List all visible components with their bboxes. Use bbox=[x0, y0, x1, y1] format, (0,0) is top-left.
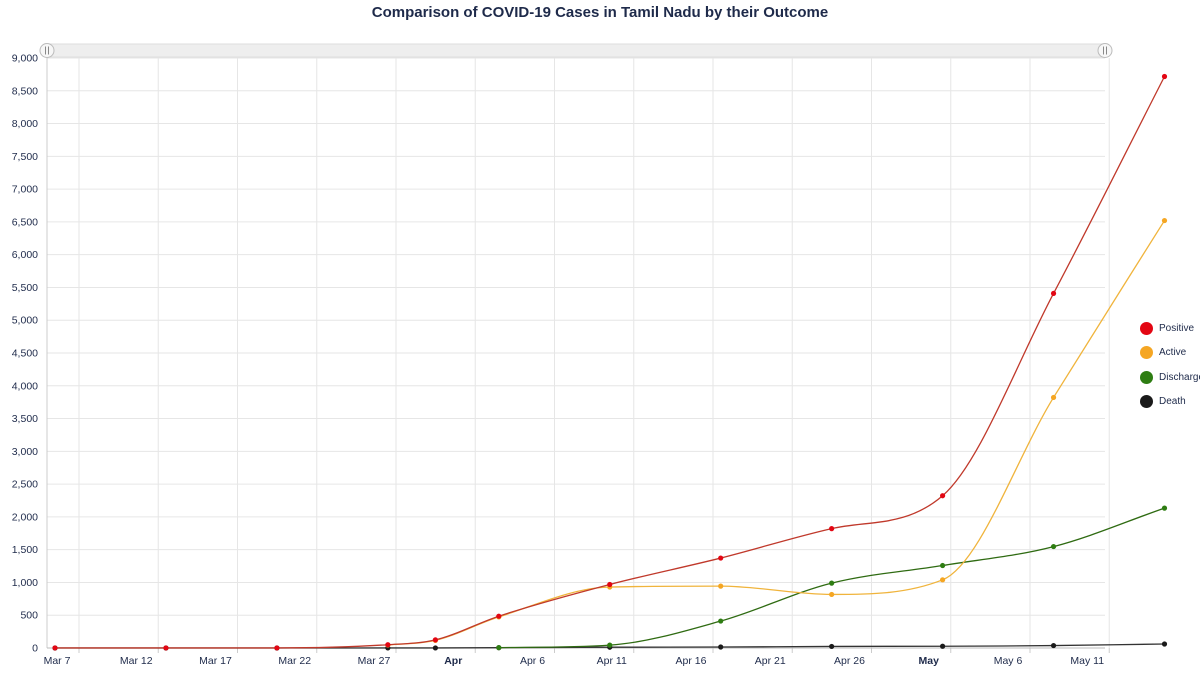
data-point-death[interactable] bbox=[1050, 642, 1057, 649]
x-tick-label: Apr 16 bbox=[676, 655, 707, 667]
x-tick-label: Mar 17 bbox=[199, 655, 232, 667]
y-tick-label: 8,000 bbox=[12, 118, 38, 130]
x-tick-label: Mar 7 bbox=[44, 655, 71, 667]
x-tick-label: Apr 6 bbox=[520, 655, 545, 667]
x-axis: Mar 7 Mar 12 Mar 17 Mar 22 Mar 27 Apr Apr 6 Apr… bbox=[44, 647, 1110, 667]
y-tick-label: 0 bbox=[32, 643, 38, 655]
legend-swatch-positive bbox=[1140, 321, 1153, 335]
x-tick-label: May bbox=[919, 655, 940, 667]
x-tick-label: Mar 12 bbox=[120, 655, 153, 667]
data-point-discharged[interactable] bbox=[829, 580, 835, 586]
series-line-positive[interactable] bbox=[55, 76, 1166, 649]
y-tick-label: 1,000 bbox=[12, 577, 38, 589]
y-tick-label: 4,500 bbox=[12, 348, 38, 360]
data-point-discharged[interactable] bbox=[607, 642, 613, 648]
y-tick-label: 8,500 bbox=[12, 85, 38, 97]
x-tick-label: Apr 11 bbox=[597, 655, 627, 667]
y-tick-label: 6,500 bbox=[12, 216, 38, 228]
range-navigator[interactable] bbox=[39, 43, 1113, 58]
data-point-active[interactable] bbox=[940, 577, 946, 583]
data-point-active[interactable] bbox=[829, 591, 835, 598]
y-tick-label: 1,500 bbox=[12, 544, 38, 556]
y-tick-label: 3,000 bbox=[12, 446, 38, 458]
y-tick-label: 3,500 bbox=[12, 413, 38, 425]
grid-lines bbox=[47, 57, 1110, 649]
data-point-positive[interactable] bbox=[163, 645, 169, 651]
legend-label: Positive bbox=[1159, 322, 1195, 334]
navigator-left-handle[interactable] bbox=[39, 43, 55, 58]
y-tick-label: 6,000 bbox=[12, 249, 38, 261]
legend-swatch-active bbox=[1140, 346, 1153, 360]
data-point-discharged[interactable] bbox=[1050, 543, 1057, 550]
series-positive[interactable] bbox=[52, 73, 1168, 651]
legend-item-death[interactable]: Death bbox=[1140, 390, 1200, 415]
y-tick-label: 9,000 bbox=[12, 53, 38, 65]
legend: Positive Active Discharged Death bbox=[1140, 316, 1200, 414]
data-point-death[interactable] bbox=[829, 643, 835, 650]
y-tick-label: 5,500 bbox=[12, 282, 38, 294]
data-point-positive[interactable] bbox=[940, 493, 946, 499]
x-tick-label: Apr 21 bbox=[755, 655, 786, 667]
y-tick-label: 500 bbox=[20, 610, 38, 622]
legend-item-positive[interactable]: Positive bbox=[1140, 316, 1200, 341]
data-point-positive[interactable] bbox=[829, 526, 835, 532]
x-tick-label: Mar 27 bbox=[358, 655, 391, 667]
legend-label: Discharged bbox=[1159, 371, 1200, 383]
data-point-discharged[interactable] bbox=[718, 618, 724, 624]
data-point-discharged[interactable] bbox=[1161, 505, 1168, 511]
data-point-discharged[interactable] bbox=[496, 645, 502, 651]
series-layer[interactable] bbox=[52, 73, 1168, 651]
data-point-active[interactable] bbox=[718, 583, 724, 589]
legend-swatch-death bbox=[1140, 395, 1153, 409]
data-point-positive[interactable] bbox=[1161, 73, 1168, 80]
data-point-positive[interactable] bbox=[718, 555, 724, 561]
legend-swatch-discharged bbox=[1140, 370, 1153, 384]
legend-item-discharged[interactable]: Discharged bbox=[1140, 365, 1200, 390]
navigator-right-handle[interactable] bbox=[1097, 43, 1113, 58]
data-point-discharged[interactable] bbox=[940, 562, 946, 569]
x-tick-label: Apr 26 bbox=[834, 655, 865, 667]
y-tick-label: 5,000 bbox=[12, 315, 38, 327]
y-tick-label: 7,500 bbox=[12, 151, 38, 163]
data-point-death[interactable] bbox=[1161, 641, 1168, 647]
x-tick-label: May 6 bbox=[994, 655, 1023, 667]
data-point-active[interactable] bbox=[1161, 217, 1168, 224]
series-active[interactable] bbox=[385, 217, 1168, 648]
data-point-active[interactable] bbox=[1050, 394, 1057, 401]
data-point-positive[interactable] bbox=[385, 642, 391, 648]
data-point-death[interactable] bbox=[940, 643, 946, 649]
data-point-positive[interactable] bbox=[607, 581, 613, 588]
data-point-death[interactable] bbox=[718, 644, 724, 650]
chart-title: Comparison of COVID-19 Cases in Tamil Na… bbox=[371, 4, 829, 21]
legend-item-active[interactable]: Active bbox=[1140, 341, 1200, 366]
navigator-track[interactable] bbox=[46, 43, 1106, 58]
data-point-positive[interactable] bbox=[274, 645, 280, 651]
data-point-positive[interactable] bbox=[1050, 290, 1057, 297]
x-tick-label: May 11 bbox=[1070, 655, 1104, 667]
series-discharged[interactable] bbox=[496, 505, 1168, 651]
series-line-active[interactable] bbox=[387, 220, 1166, 646]
y-tick-label: 7,000 bbox=[12, 184, 38, 196]
data-point-death[interactable] bbox=[432, 645, 438, 651]
data-point-positive[interactable] bbox=[52, 645, 58, 651]
data-point-positive[interactable] bbox=[432, 637, 438, 643]
y-tick-label: 2,000 bbox=[12, 511, 38, 523]
legend-label: Active bbox=[1159, 347, 1187, 359]
x-tick-label: Apr bbox=[444, 655, 462, 667]
x-tick-label: Mar 22 bbox=[278, 655, 311, 667]
y-tick-label: 4,000 bbox=[12, 380, 38, 392]
legend-label: Death bbox=[1159, 396, 1186, 408]
y-tick-label: 2,500 bbox=[12, 479, 38, 491]
data-point-positive[interactable] bbox=[496, 613, 502, 619]
y-axis: 0 500 1,000 1,500 2,000 2,500 3,000 3,500 4,000 4… bbox=[12, 53, 48, 655]
